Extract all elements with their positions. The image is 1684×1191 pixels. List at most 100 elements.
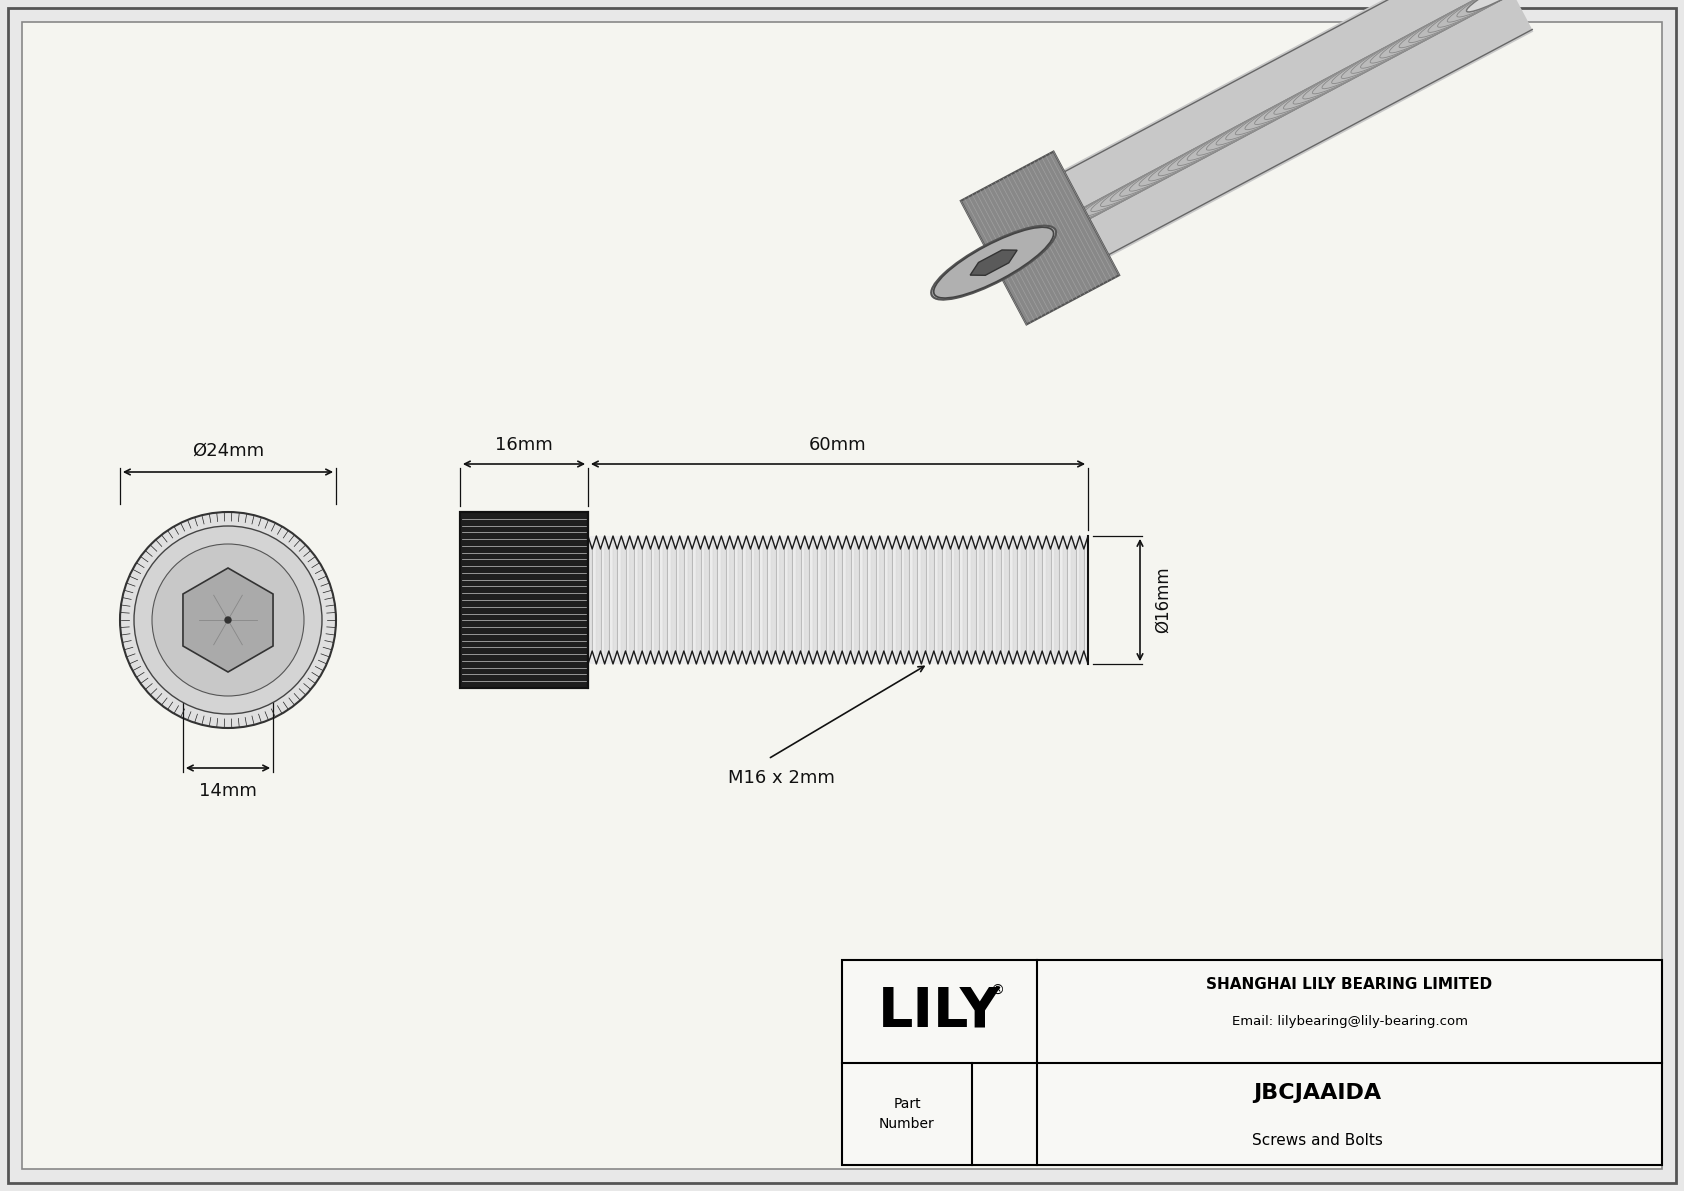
Ellipse shape [1447, 0, 1534, 23]
Polygon shape [1046, 536, 1051, 665]
Ellipse shape [1389, 5, 1477, 52]
Bar [460, 512, 588, 688]
Polygon shape [780, 536, 783, 665]
Ellipse shape [1206, 102, 1293, 150]
Polygon shape [855, 536, 859, 665]
Polygon shape [1071, 536, 1076, 665]
Polygon shape [638, 536, 642, 665]
Circle shape [120, 512, 337, 728]
Polygon shape [596, 536, 601, 665]
Bar [842, 960, 1662, 1165]
Ellipse shape [1244, 82, 1332, 130]
Polygon shape [721, 536, 726, 665]
Polygon shape [1063, 0, 1534, 257]
Text: Ø16mm: Ø16mm [1154, 567, 1172, 634]
Ellipse shape [1081, 169, 1169, 217]
Polygon shape [621, 536, 625, 665]
Ellipse shape [1428, 0, 1516, 32]
Ellipse shape [1418, 0, 1505, 37]
Polygon shape [1029, 536, 1034, 665]
Polygon shape [980, 536, 983, 665]
Polygon shape [630, 536, 633, 665]
Ellipse shape [1332, 36, 1420, 83]
Text: LILY: LILY [877, 984, 1000, 1039]
Ellipse shape [1255, 76, 1342, 125]
Polygon shape [989, 536, 992, 665]
Polygon shape [997, 536, 1000, 665]
Ellipse shape [1351, 25, 1438, 74]
Ellipse shape [1371, 15, 1458, 63]
Polygon shape [1054, 536, 1059, 665]
Polygon shape [813, 536, 817, 665]
Polygon shape [647, 536, 650, 665]
Ellipse shape [1273, 67, 1361, 114]
Ellipse shape [1340, 31, 1428, 79]
Bar [588, 536, 1088, 665]
Ellipse shape [1159, 127, 1246, 176]
Ellipse shape [1110, 154, 1197, 201]
Ellipse shape [1197, 107, 1285, 155]
Text: M16 x 2mm: M16 x 2mm [727, 769, 835, 787]
Polygon shape [746, 536, 751, 665]
Polygon shape [805, 536, 808, 665]
Ellipse shape [1361, 20, 1448, 68]
Polygon shape [830, 536, 834, 665]
Ellipse shape [1410, 0, 1495, 43]
Polygon shape [613, 536, 616, 665]
Polygon shape [797, 536, 800, 665]
Ellipse shape [1138, 138, 1226, 186]
Ellipse shape [1042, 189, 1130, 237]
Ellipse shape [1091, 164, 1179, 212]
Polygon shape [938, 536, 941, 665]
Ellipse shape [1283, 62, 1371, 110]
Polygon shape [663, 536, 667, 665]
Polygon shape [930, 536, 935, 665]
Polygon shape [963, 536, 967, 665]
Ellipse shape [1457, 0, 1544, 17]
Polygon shape [962, 151, 1120, 324]
Circle shape [152, 544, 305, 696]
Polygon shape [955, 536, 958, 665]
Ellipse shape [1438, 0, 1526, 27]
Text: SHANGHAI LILY BEARING LIMITED: SHANGHAI LILY BEARING LIMITED [1206, 977, 1492, 992]
Circle shape [226, 617, 231, 623]
Ellipse shape [1063, 179, 1148, 227]
Text: JBCJAAIDA: JBCJAAIDA [1253, 1084, 1381, 1103]
Polygon shape [184, 568, 273, 672]
Polygon shape [588, 536, 593, 665]
Polygon shape [712, 536, 717, 665]
Polygon shape [887, 536, 893, 665]
Ellipse shape [1216, 98, 1303, 145]
Polygon shape [1021, 536, 1026, 665]
Polygon shape [754, 536, 759, 665]
Polygon shape [822, 536, 825, 665]
Ellipse shape [1052, 185, 1140, 232]
Polygon shape [788, 536, 791, 665]
Polygon shape [738, 536, 743, 665]
Ellipse shape [1169, 123, 1255, 170]
Polygon shape [921, 536, 926, 665]
Polygon shape [913, 536, 918, 665]
Ellipse shape [1265, 71, 1352, 119]
Ellipse shape [1322, 40, 1410, 88]
Ellipse shape [931, 225, 1056, 300]
Polygon shape [771, 536, 776, 665]
Polygon shape [1037, 536, 1042, 665]
Polygon shape [839, 536, 842, 665]
Ellipse shape [1399, 0, 1487, 48]
Polygon shape [972, 536, 975, 665]
Polygon shape [689, 536, 692, 665]
Polygon shape [655, 536, 658, 665]
Ellipse shape [1071, 174, 1159, 222]
Ellipse shape [1467, 0, 1554, 12]
Text: 14mm: 14mm [199, 782, 258, 800]
Ellipse shape [1303, 51, 1389, 99]
Text: Part
Number: Part Number [879, 1097, 935, 1130]
Ellipse shape [1379, 11, 1467, 58]
Polygon shape [862, 536, 867, 665]
Polygon shape [695, 536, 701, 665]
Polygon shape [896, 536, 901, 665]
Text: Screws and Bolts: Screws and Bolts [1251, 1133, 1383, 1148]
Polygon shape [847, 536, 850, 665]
Polygon shape [1005, 536, 1009, 665]
